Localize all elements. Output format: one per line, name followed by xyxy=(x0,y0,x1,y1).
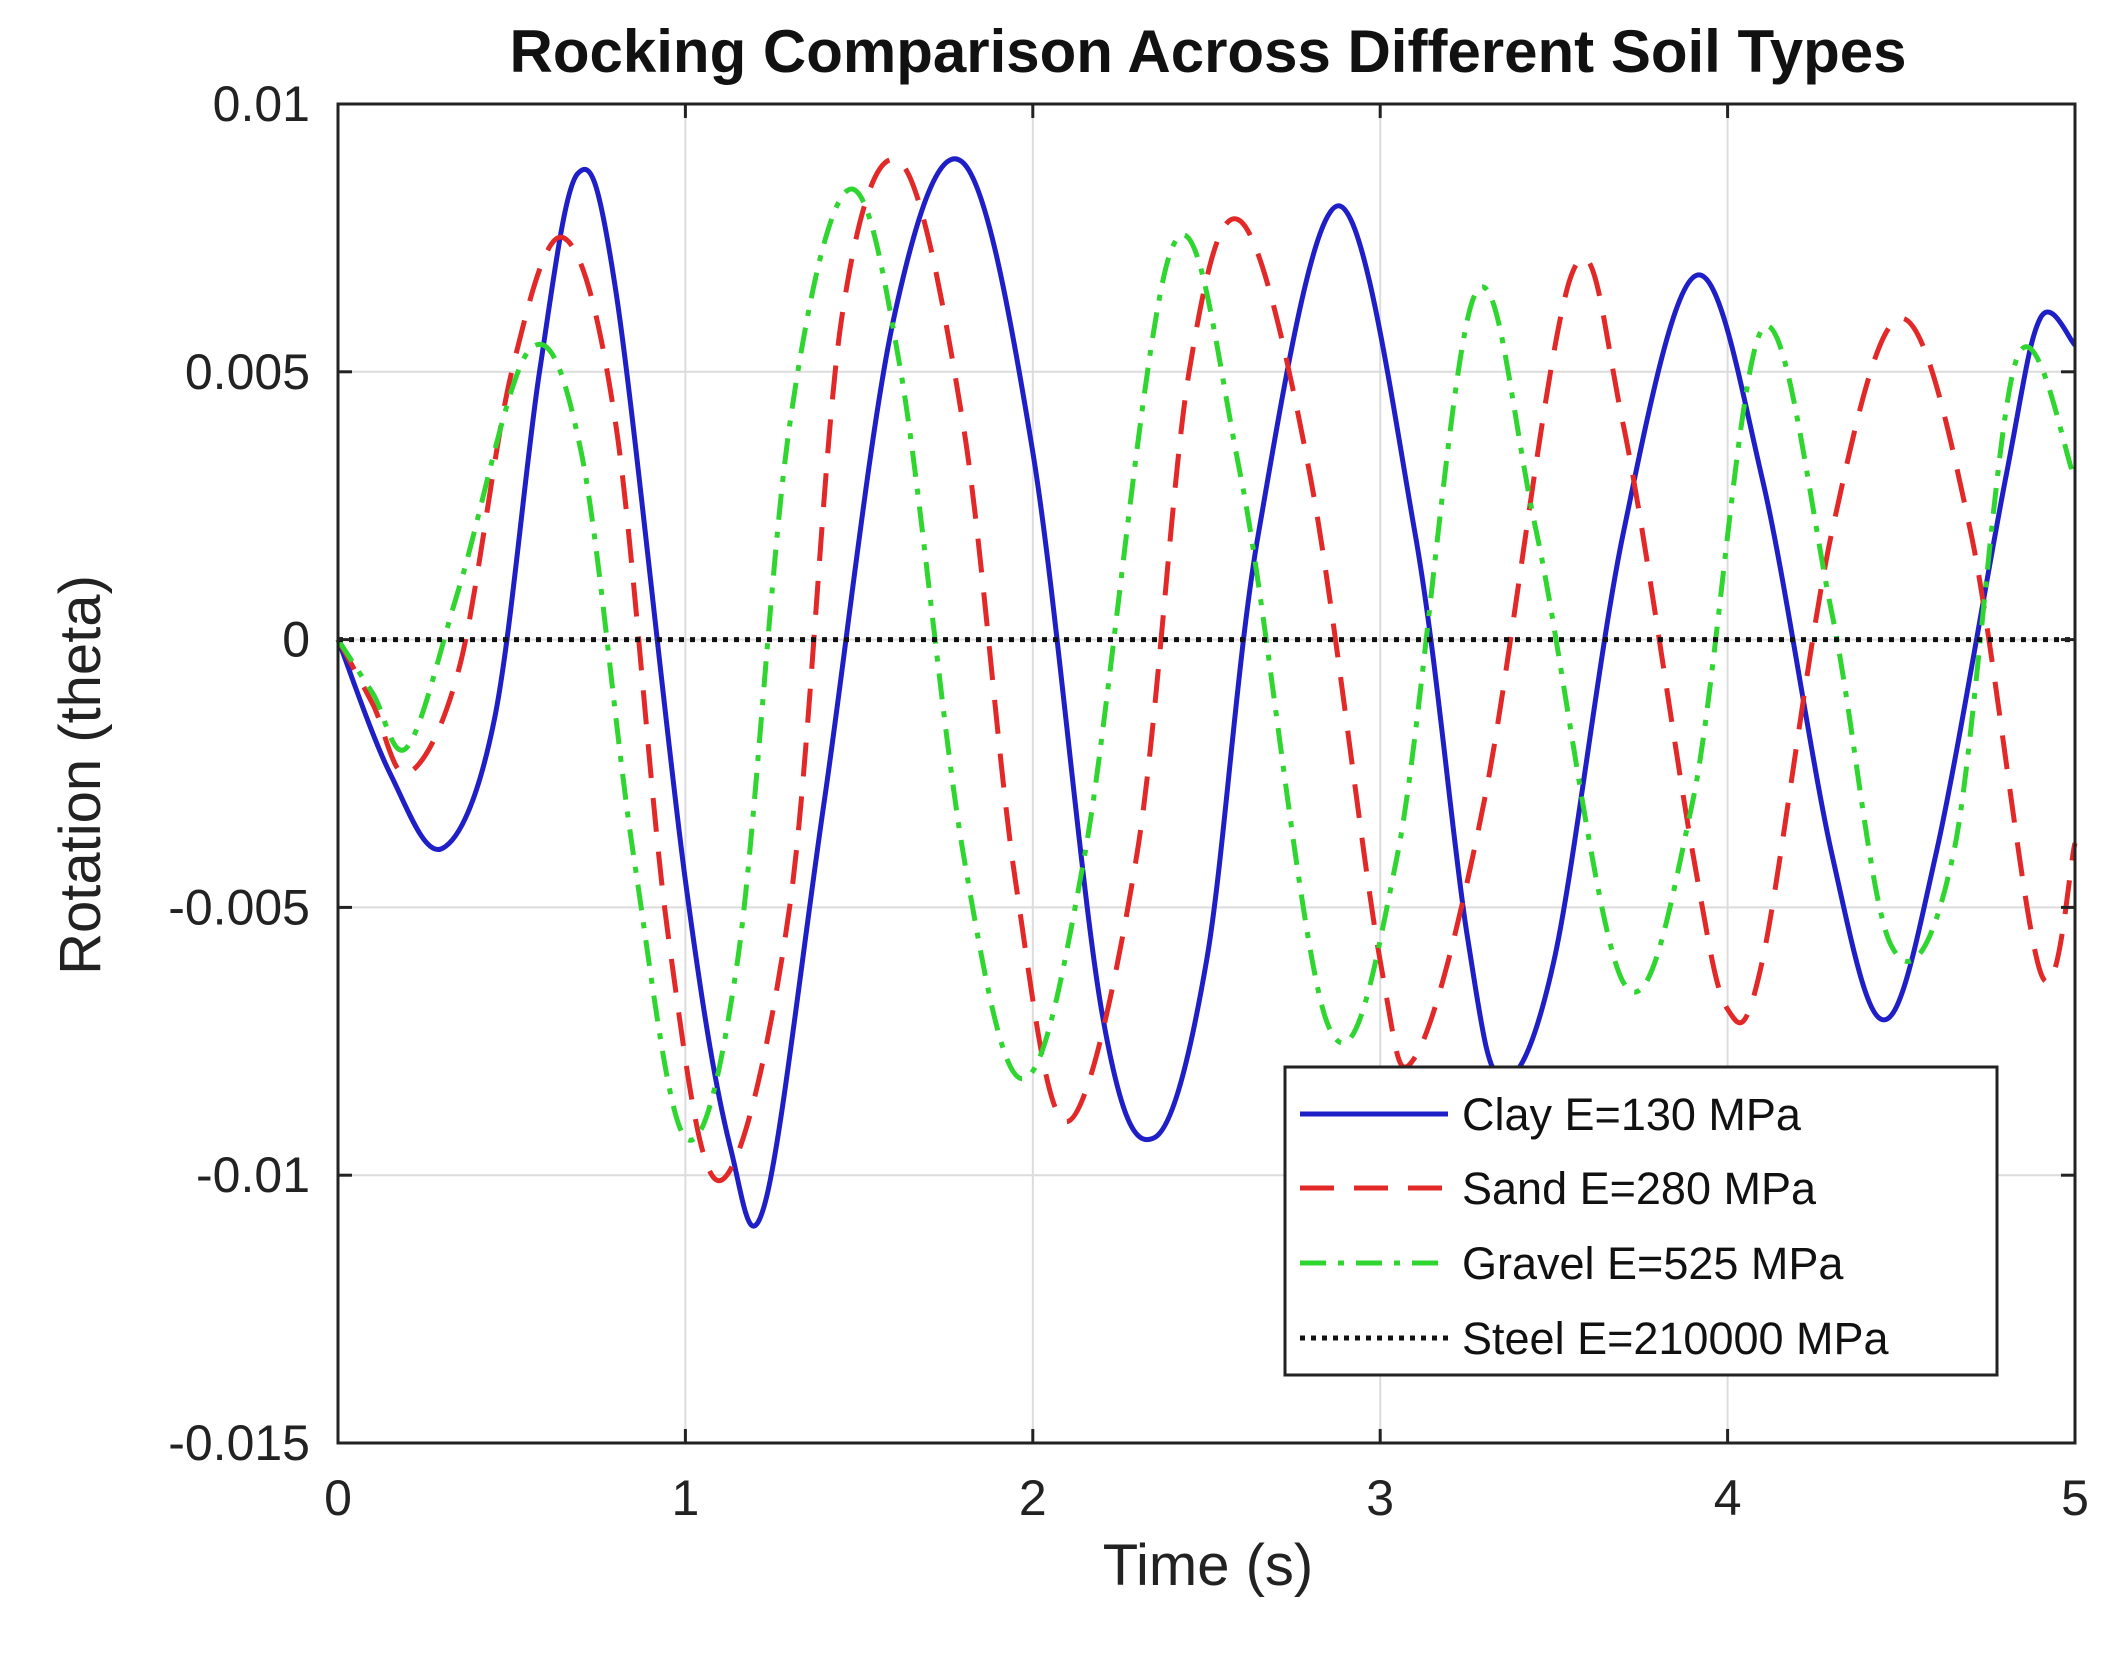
legend-label-sand: Sand E=280 MPa xyxy=(1462,1163,1817,1214)
y-tick-label: 0 xyxy=(282,612,310,668)
x-tick-label: 3 xyxy=(1366,1470,1394,1526)
x-tick-label: 2 xyxy=(1019,1470,1047,1526)
series-line-clay xyxy=(335,156,2077,1229)
x-tick-label: 0 xyxy=(324,1470,352,1526)
legend-label-clay: Clay E=130 MPa xyxy=(1462,1089,1802,1140)
y-tick-label: 0.01 xyxy=(213,76,310,132)
chart-title: Rocking Comparison Across Different Soil… xyxy=(510,18,1907,85)
plot-frame xyxy=(336,102,2077,1445)
x-tick-label: 1 xyxy=(671,1470,699,1526)
y-tick-label: -0.01 xyxy=(196,1147,310,1203)
y-tick-label: -0.015 xyxy=(168,1415,310,1471)
y-axis-label: Rotation (theta) xyxy=(48,575,113,975)
tick-labels: 0 1 2 3 4 5 -0.015 -0.01 -0.005 0 0.005 0.01 xyxy=(168,76,2089,1526)
legend-label-gravel: Gravel E=525 MPa xyxy=(1462,1238,1844,1289)
series-line-gravel xyxy=(335,186,2078,1143)
legend: Clay E=130 MPa Sand E=280 MPa Gravel E=525… xyxy=(1283,1065,1999,1377)
legend-box xyxy=(1283,1065,1999,1377)
x-tick-label: 5 xyxy=(2061,1470,2089,1526)
series-layer xyxy=(335,156,2078,1229)
y-tick-label: 0.005 xyxy=(185,344,310,400)
legend-label-steel: Steel E=210000 MPa xyxy=(1462,1313,1890,1364)
x-axis-label: Time (s) xyxy=(1103,1533,1313,1598)
y-tick-label: -0.005 xyxy=(168,879,310,935)
x-tick-label: 4 xyxy=(1714,1470,1742,1526)
